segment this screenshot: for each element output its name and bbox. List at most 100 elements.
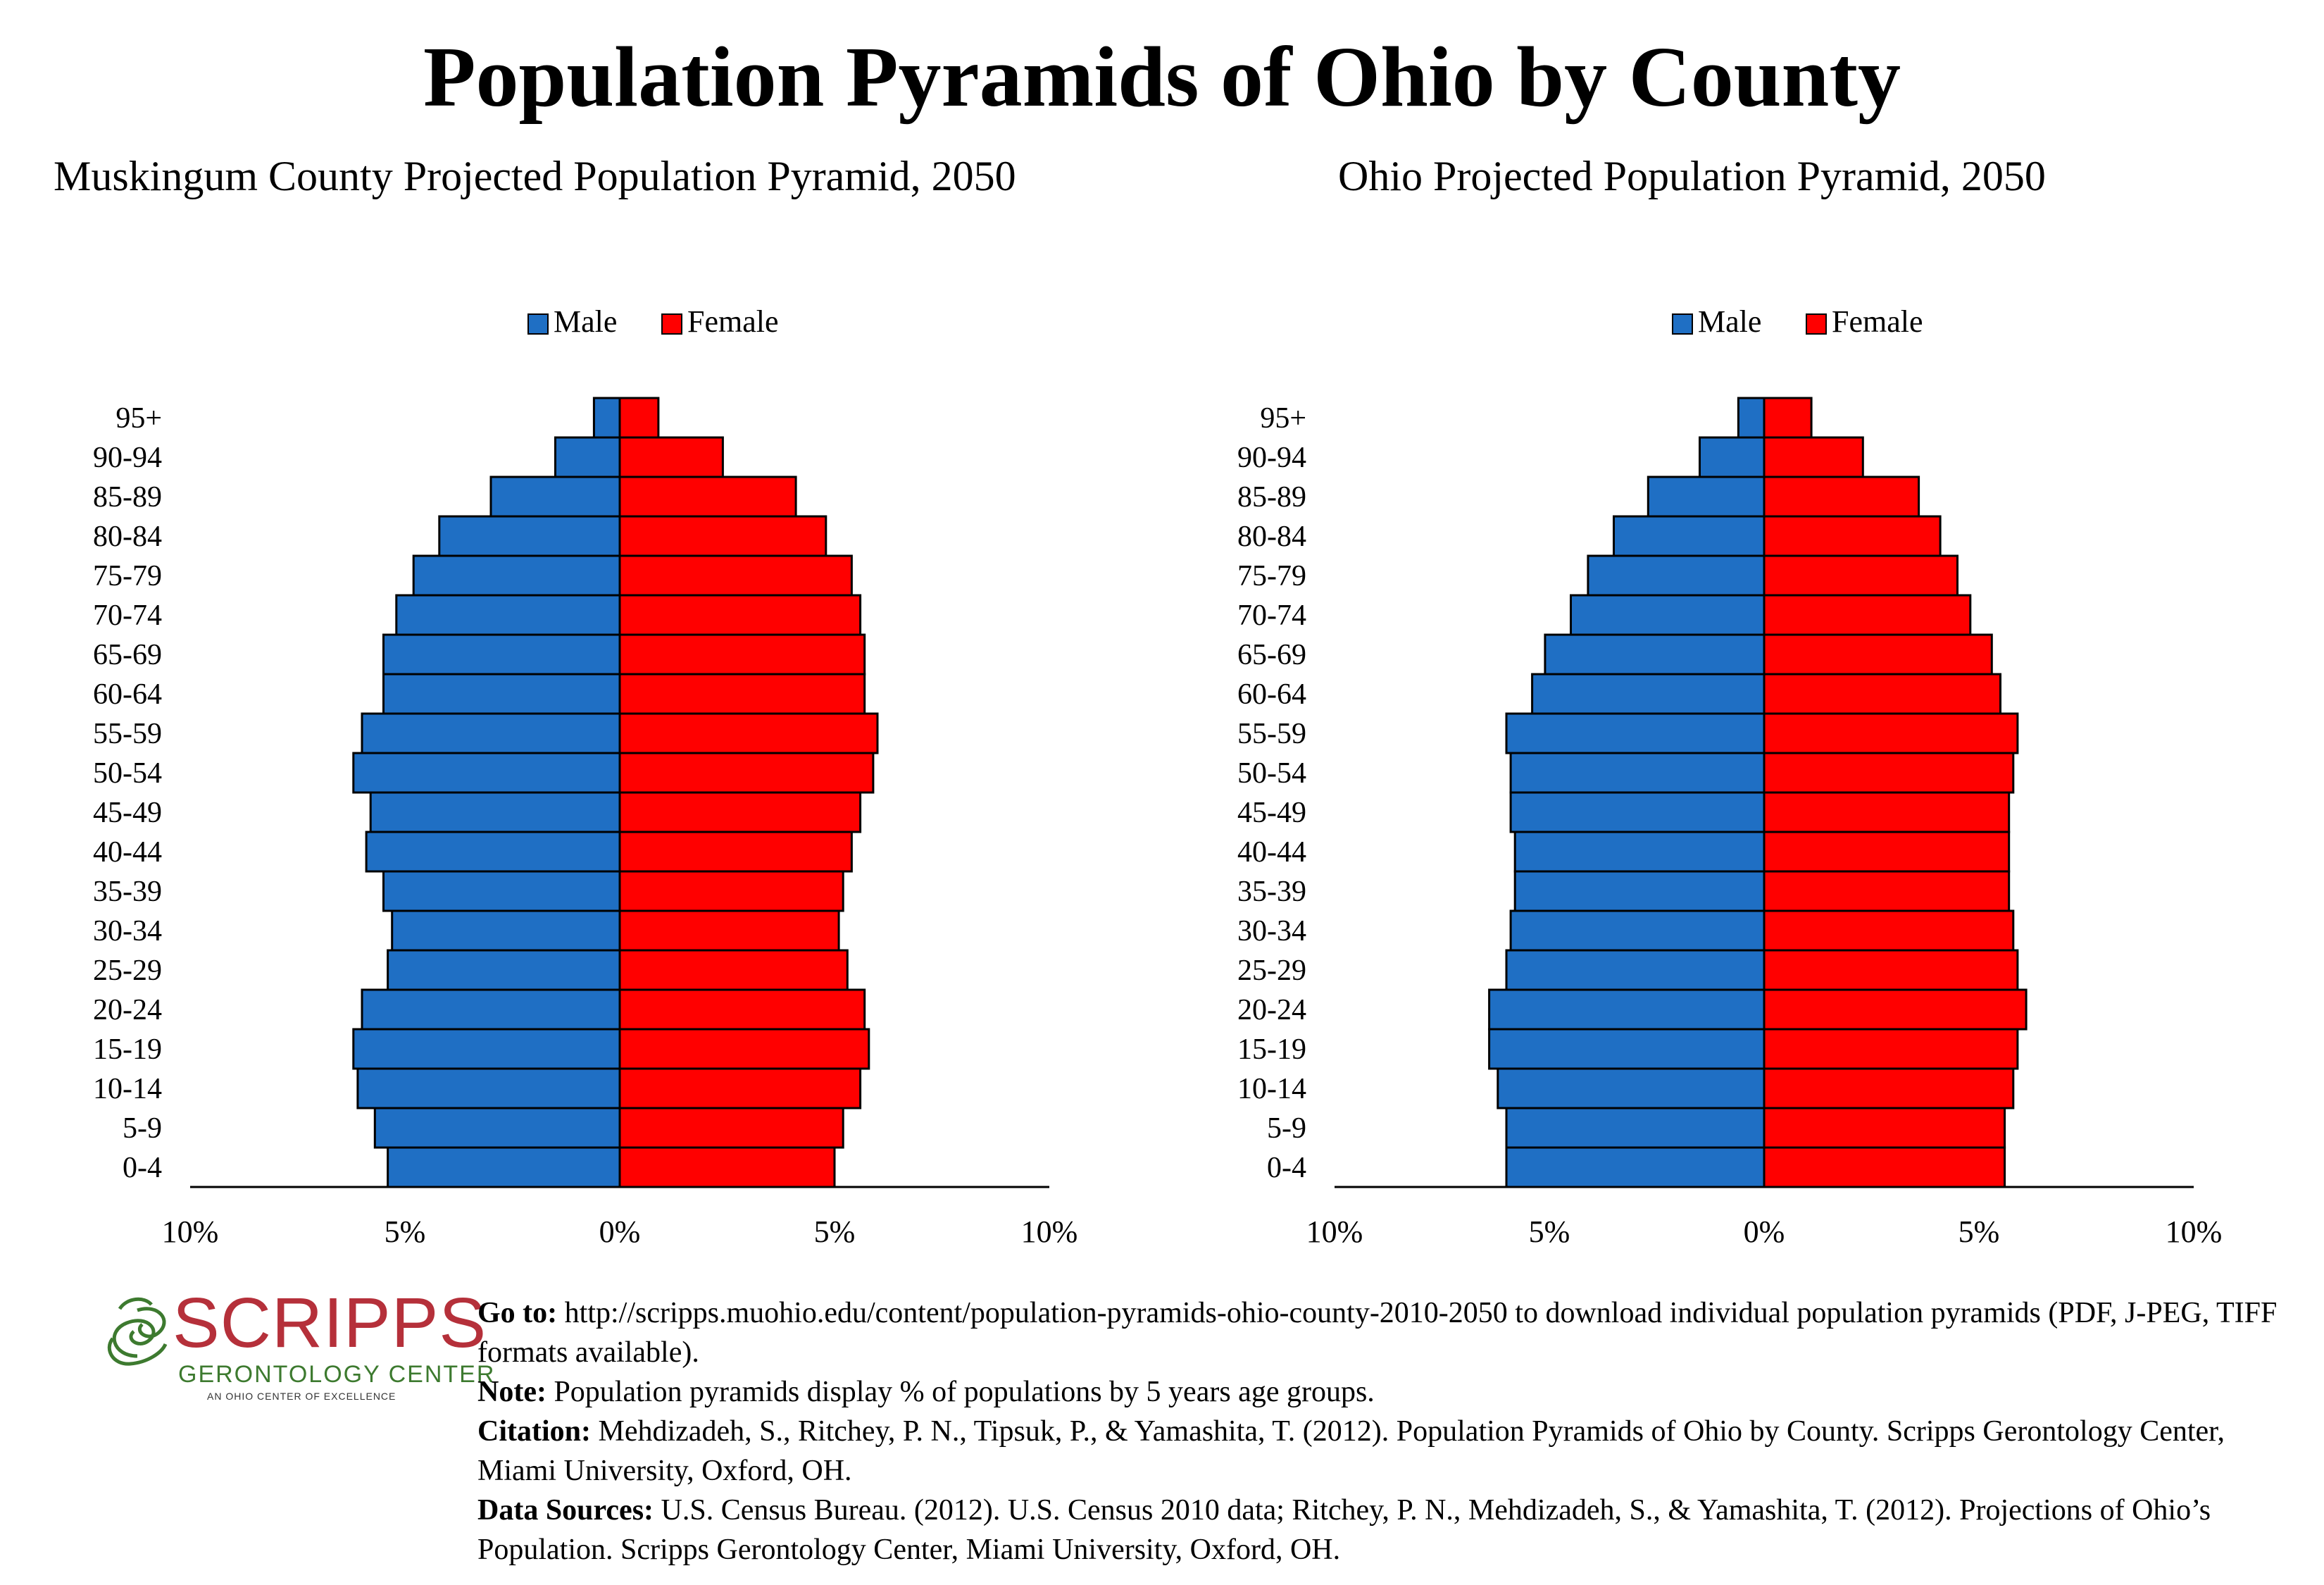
citation-text: Mehdizadeh, S., Ritchey, P. N., Tipsuk, … xyxy=(477,1415,2225,1487)
category-label-0-4: 0-4 xyxy=(1267,1152,1306,1184)
bar-female-75-79 xyxy=(1763,554,1958,597)
bar-female-60-64 xyxy=(1763,673,2001,715)
legend-female-swatch xyxy=(1806,313,1827,335)
bar-female-15-19 xyxy=(618,1028,870,1070)
bar-female-95+ xyxy=(618,397,660,439)
category-label-60-64: 60-64 xyxy=(93,678,162,711)
category-label-80-84: 80-84 xyxy=(93,521,162,553)
bar-male-65-69 xyxy=(1544,633,1766,676)
bar-male-70-74 xyxy=(395,594,621,636)
category-label-40-44: 40-44 xyxy=(1237,836,1306,869)
bar-male-75-79 xyxy=(1587,554,1766,597)
category-label-65-69: 65-69 xyxy=(93,639,162,671)
bar-female-55-59 xyxy=(618,712,879,754)
sources-line: Data Sources: U.S. Census Bureau. (2012)… xyxy=(477,1491,2309,1570)
bar-female-85-89 xyxy=(1763,476,1920,518)
category-label-70-74: 70-74 xyxy=(1237,599,1306,632)
bar-male-30-34 xyxy=(1509,909,1766,952)
bar-female-10-14 xyxy=(1763,1067,2015,1110)
x-tick-label: 10% xyxy=(2166,1214,2223,1249)
bar-female-50-54 xyxy=(618,752,875,794)
note-line: Note: Population pyramids display % of p… xyxy=(477,1372,2309,1412)
bar-female-50-54 xyxy=(1763,752,2015,794)
legend-female-label: Female xyxy=(1832,304,1923,339)
bar-male-90-94 xyxy=(1699,436,1766,478)
bar-male-90-94 xyxy=(554,436,621,478)
bar-female-0-4 xyxy=(618,1146,836,1188)
bar-male-40-44 xyxy=(365,831,621,873)
bar-female-90-94 xyxy=(1763,436,1864,478)
bar-male-35-39 xyxy=(1513,870,1766,912)
bar-female-20-24 xyxy=(618,988,866,1031)
bar-male-55-59 xyxy=(1505,712,1766,754)
category-label-25-29: 25-29 xyxy=(93,955,162,987)
bar-female-10-14 xyxy=(618,1067,862,1110)
goto-text: http://scripps.muohio.edu/content/popula… xyxy=(477,1297,2278,1369)
legend-female-swatch xyxy=(661,313,682,335)
category-label-70-74: 70-74 xyxy=(93,599,162,632)
bar-female-75-79 xyxy=(618,554,853,597)
bar-male-20-24 xyxy=(1488,988,1766,1031)
x-tick-label: 5% xyxy=(1529,1214,1570,1249)
category-label-5-9: 5-9 xyxy=(1267,1112,1306,1145)
bar-male-85-89 xyxy=(1647,476,1766,518)
x-tick-label: 10% xyxy=(1306,1214,1363,1249)
bar-male-60-64 xyxy=(382,673,621,715)
bar-male-80-84 xyxy=(1613,515,1766,557)
legend-female-label: Female xyxy=(687,304,779,339)
category-label-90-94: 90-94 xyxy=(93,442,162,474)
bar-male-70-74 xyxy=(1570,594,1766,636)
logo-subtitle: GERONTOLOGY CENTER xyxy=(178,1361,496,1388)
bar-female-80-84 xyxy=(1763,515,1942,557)
bar-female-65-69 xyxy=(618,633,866,676)
bar-male-0-4 xyxy=(387,1146,621,1188)
muskingum-pyramid: Male Female 0-4 5-9 10-14 15-19 20-24 25-29 30-3… xyxy=(93,304,1077,1249)
goto-line: Go to: http://scripps.muohio.edu/content… xyxy=(477,1293,2309,1372)
page-title: Population Pyramids of Ohio by County xyxy=(423,30,1901,125)
category-label-0-4: 0-4 xyxy=(123,1152,162,1184)
sources-label: Data Sources: xyxy=(477,1494,654,1527)
legend: Male Female xyxy=(1672,304,1923,339)
bar-male-40-44 xyxy=(1513,831,1766,873)
bar-male-15-19 xyxy=(1488,1028,1766,1070)
right-chart-title: Ohio Projected Population Pyramid, 2050 xyxy=(1338,153,2046,199)
bar-female-55-59 xyxy=(1763,712,2019,754)
category-label-30-34: 30-34 xyxy=(93,915,162,947)
bar-female-20-24 xyxy=(1763,988,2028,1031)
x-tick-label: 5% xyxy=(1958,1214,2000,1249)
bar-female-30-34 xyxy=(1763,909,2015,952)
category-label-85-89: 85-89 xyxy=(1237,481,1306,514)
bar-female-45-49 xyxy=(1763,791,2011,833)
bar-male-10-14 xyxy=(1497,1067,1766,1110)
category-label-10-14: 10-14 xyxy=(1237,1073,1306,1105)
bar-male-25-29 xyxy=(387,949,621,991)
category-label-30-34: 30-34 xyxy=(1237,915,1306,947)
bar-female-35-39 xyxy=(618,870,844,912)
bar-male-45-49 xyxy=(1509,791,1766,833)
note-label: Note: xyxy=(477,1376,546,1408)
category-label-20-24: 20-24 xyxy=(1237,994,1306,1026)
scripps-logo: SCRIPPS GERONTOLOGY CENTER AN OHIO CENTE… xyxy=(99,1286,494,1402)
left-chart-title: Muskingum County Projected Population Py… xyxy=(54,149,1111,203)
ohio-pyramid: Male Female 0-4 5-9 10-14 15-19 20-24 25-29 30-3… xyxy=(1237,304,2222,1249)
bar-female-70-74 xyxy=(1763,594,1972,636)
bar-female-30-34 xyxy=(618,909,840,952)
bar-male-75-79 xyxy=(412,554,621,597)
category-label-55-59: 55-59 xyxy=(93,718,162,750)
bar-female-5-9 xyxy=(1763,1107,2006,1149)
footer-notes: Go to: http://scripps.muohio.edu/content… xyxy=(477,1293,2309,1570)
category-label-45-49: 45-49 xyxy=(1237,797,1306,829)
bar-female-80-84 xyxy=(618,515,827,557)
left-chart-title-text: Muskingum County Projected Population Py… xyxy=(54,153,1016,199)
bar-male-5-9 xyxy=(1505,1107,1766,1149)
bar-male-50-54 xyxy=(352,752,621,794)
category-label-75-79: 75-79 xyxy=(93,560,162,592)
sources-text: U.S. Census Bureau. (2012). U.S. Census … xyxy=(477,1494,2211,1566)
x-tick-label: 10% xyxy=(162,1214,219,1249)
category-label-5-9: 5-9 xyxy=(123,1112,162,1145)
citation-line: Citation: Mehdizadeh, S., Ritchey, P. N.… xyxy=(477,1412,2309,1491)
bar-female-35-39 xyxy=(1763,870,2011,912)
logo-tagline: AN OHIO CENTER OF EXCELLENCE xyxy=(207,1391,396,1402)
category-label-90-94: 90-94 xyxy=(1237,442,1306,474)
bar-male-95+ xyxy=(592,397,621,439)
